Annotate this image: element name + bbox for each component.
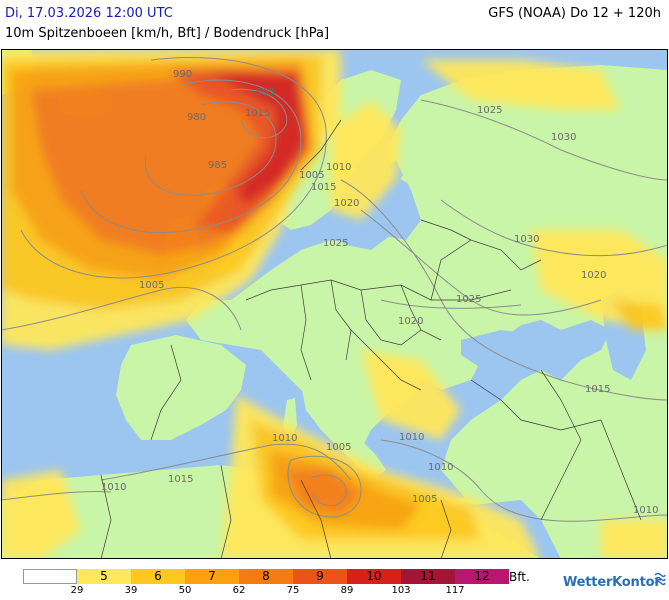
wind-waves-icon (654, 572, 666, 586)
isobar-label: 1015 (585, 384, 610, 395)
country-borders (100, 119, 642, 559)
kmh-threshold-label: 50 (178, 585, 192, 596)
isobar-label: 1020 (398, 316, 423, 327)
legend-swatch-bft: 5 (77, 569, 131, 584)
isobar-label: 1030 (514, 234, 539, 245)
legend-swatch-bft: 12 (455, 569, 509, 584)
kmh-threshold-label: 103 (391, 585, 411, 596)
isobar-label: 1010 (428, 462, 453, 473)
isobar-label: 995 (256, 87, 275, 98)
brand-logo-text: WetterKontor (563, 575, 661, 590)
isobar-label: 1025 (323, 238, 348, 249)
isobar-label: 1020 (581, 270, 606, 281)
forecast-date-time: Di, 17.03.2026 12:00 UTC (5, 6, 173, 21)
parameter-title: 10m Spitzenboeen [km/h, Bft] / Bodendruc… (5, 26, 330, 41)
legend-swatch-bft: 6 (131, 569, 185, 584)
isobar-label: 990 (173, 69, 192, 80)
legend-unit-label: Bft. (509, 570, 530, 584)
kmh-threshold-label: 39 (124, 585, 138, 596)
kmh-threshold-label: 62 (232, 585, 246, 596)
isobar-label: 985 (208, 160, 227, 171)
isobar-label: 1025 (477, 105, 502, 116)
kmh-threshold-label: 117 (445, 585, 465, 596)
isobar-label: 1010 (326, 162, 351, 173)
isobar-label: 1010 (399, 432, 424, 443)
kmh-threshold-label: 75 (286, 585, 300, 596)
legend-swatch-bft: 9 (293, 569, 347, 584)
isobar-label: 1020 (334, 198, 359, 209)
isobar-label: 1015 (168, 474, 193, 485)
legend-swatch-bft: 11 (401, 569, 455, 584)
isobar-label: 1015 (245, 108, 270, 119)
isobar-label: 1005 (139, 280, 164, 291)
legend-swatch-bft (23, 569, 77, 584)
isobar-label: 1005 (412, 494, 437, 505)
isobar-label: 1005 (326, 442, 351, 453)
legend-swatch-bft: 10 (347, 569, 401, 584)
wind-gust-field (1, 49, 668, 559)
isobar-label: 1015 (311, 182, 336, 193)
model-run-label: GFS (NOAA) Do 12 + 120h (488, 6, 661, 21)
isobar-label: 1030 (551, 132, 576, 143)
isobar-label: 1025 (456, 294, 481, 305)
isobar-label: 1010 (272, 433, 297, 444)
isobar-label: 1005 (299, 170, 324, 181)
isobar-label: 980 (187, 112, 206, 123)
legend-swatch-bft: 7 (185, 569, 239, 584)
gust-color-legend: 5 6 7 8 9 10 11 12 (23, 569, 509, 584)
isobar-label: 1010 (633, 505, 658, 516)
kmh-threshold-label: 89 (340, 585, 354, 596)
isobar-label: 1010 (101, 482, 126, 493)
kmh-threshold-label: 29 (70, 585, 84, 596)
legend-swatch-bft: 8 (239, 569, 293, 584)
